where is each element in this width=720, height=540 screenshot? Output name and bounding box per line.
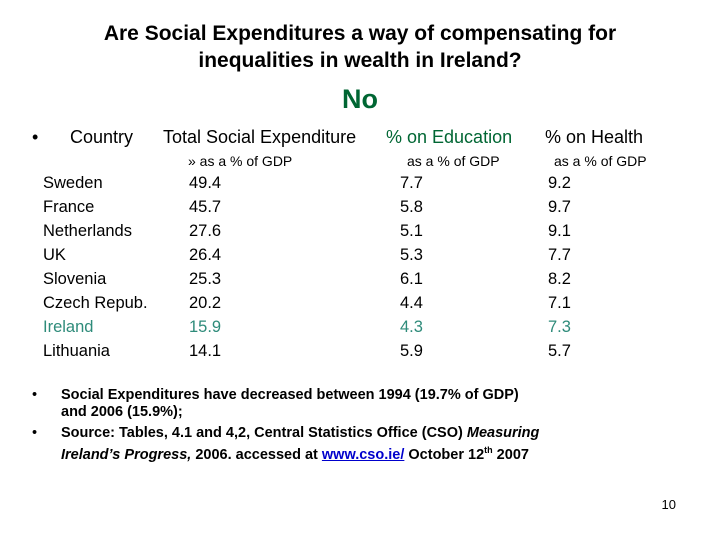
- bullet-trend-line-1: Social Expenditures have decreased betwe…: [61, 387, 519, 403]
- subheader-health: as a % of GDP: [554, 153, 647, 169]
- cell-education: 4.3: [400, 318, 423, 336]
- cell-health: 7.7: [548, 246, 571, 264]
- cell-education: 6.1: [400, 270, 423, 288]
- slide-title-line-1: Are Social Expenditures a way of compens…: [103, 22, 617, 45]
- source-title-part-2: Ireland’s Progress,: [61, 446, 192, 463]
- cell-health: 9.1: [548, 222, 571, 240]
- bullet-source-text: Source: Tables, 4.1 and 4,2, Central Sta…: [61, 425, 661, 464]
- header-country: Country: [70, 127, 134, 147]
- page-number: 10: [661, 497, 676, 512]
- slide-title-line-2: inequalities in wealth in Ireland?: [198, 49, 522, 72]
- slide-title: Are Social Expenditures a way of compens…: [0, 20, 720, 74]
- cell-education: 7.7: [400, 174, 423, 192]
- cell-country: Czech Repub.: [43, 294, 148, 312]
- source-date: October 12: [404, 446, 485, 463]
- cell-total: 26.4: [189, 246, 222, 264]
- cell-education: 5.9: [400, 342, 423, 360]
- bullet-trend: • Social Expenditures have decreased bet…: [32, 387, 692, 423]
- cell-total: 27.6: [189, 222, 222, 240]
- cell-education: 5.3: [400, 246, 423, 264]
- bullet-dot: •: [32, 425, 38, 441]
- header-health: % on Health: [545, 127, 644, 147]
- cell-education: 5.1: [400, 222, 423, 240]
- source-title-part-1: Measuring: [466, 425, 540, 441]
- bullet-trend-text: Social Expenditures have decreased betwe…: [61, 387, 661, 421]
- cell-country: Slovenia: [43, 270, 107, 288]
- cell-health: 7.1: [548, 294, 571, 312]
- cell-health: 7.3: [548, 318, 571, 336]
- cell-country: Ireland: [43, 318, 94, 336]
- cell-country: France: [43, 198, 95, 216]
- cell-country: Sweden: [43, 174, 103, 192]
- bullet-dot: •: [32, 387, 38, 403]
- cell-health: 9.2: [548, 174, 571, 192]
- cso-link[interactable]: www.cso.ie/: [321, 446, 405, 463]
- cell-total: 20.2: [189, 294, 222, 312]
- header-total-expenditure: Total Social Expenditure: [163, 127, 357, 147]
- bullet-source: • Source: Tables, 4.1 and 4,2, Central S…: [32, 425, 692, 464]
- answer-heading: No: [342, 84, 378, 114]
- subheader-total: » as a % of GDP: [188, 153, 293, 169]
- header-education: % on Education: [386, 127, 513, 147]
- cell-total: 14.1: [189, 342, 222, 360]
- source-date-suffix: th: [484, 445, 493, 455]
- cell-country: UK: [43, 246, 66, 264]
- cell-education: 5.8: [400, 198, 423, 216]
- bullet-trend-line-2: and 2006 (15.9%);: [61, 404, 183, 420]
- cell-total: 25.3: [189, 270, 222, 288]
- cell-total: 49.4: [189, 174, 222, 192]
- cell-total: 15.9: [189, 318, 222, 336]
- cell-country: Lithuania: [43, 342, 110, 360]
- subheader-education: as a % of GDP: [407, 153, 500, 169]
- cell-total: 45.7: [189, 198, 222, 216]
- cell-health: 9.7: [548, 198, 571, 216]
- cell-country: Netherlands: [43, 222, 132, 240]
- source-year: 2007: [492, 446, 529, 463]
- cell-health: 8.2: [548, 270, 571, 288]
- source-mid: 2006. accessed at: [191, 446, 322, 463]
- cell-health: 5.7: [548, 342, 571, 360]
- source-prefix: Source: Tables, 4.1 and 4,2, Central Sta…: [61, 425, 467, 441]
- cell-education: 4.4: [400, 294, 423, 312]
- header-bullet: •: [32, 127, 39, 147]
